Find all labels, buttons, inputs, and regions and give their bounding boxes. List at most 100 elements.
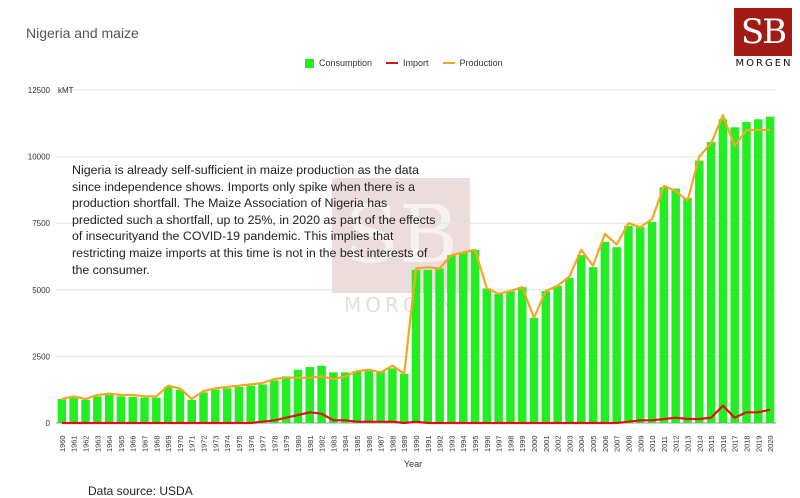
- bar-consumption: [612, 247, 621, 423]
- legend-label-import: Import: [403, 58, 429, 68]
- bar-consumption: [730, 127, 739, 424]
- bar-consumption: [152, 397, 161, 423]
- x-tick-label: 2015: [707, 436, 716, 452]
- bar-consumption: [576, 255, 586, 423]
- legend-item-consumption: Consumption: [305, 58, 372, 68]
- watermark-logo: SB MORGEN: [332, 178, 470, 317]
- bar-consumption: [600, 241, 610, 423]
- y-tick-label: 5000: [32, 286, 50, 295]
- bar-consumption: [388, 368, 397, 423]
- bar-consumption: [765, 116, 775, 423]
- annotation-text: Nigeria is already self-sufficient in ma…: [72, 163, 436, 277]
- x-tick-label: 1996: [483, 436, 492, 452]
- bar-consumption: [517, 287, 527, 423]
- x-tick-label: 2017: [731, 436, 740, 452]
- x-tick-label: 1992: [436, 436, 445, 452]
- bar-consumption: [671, 188, 680, 423]
- bar-consumption: [234, 387, 244, 423]
- bar-consumption: [329, 372, 338, 423]
- x-tick-label: 1965: [117, 436, 126, 452]
- bar-consumption: [258, 384, 267, 423]
- bar-consumption: [399, 373, 409, 423]
- x-tick-label: 1975: [235, 436, 244, 452]
- x-tick-label: 1969: [164, 436, 173, 452]
- bar-consumption: [140, 397, 149, 423]
- x-tick-label: 1971: [188, 436, 197, 452]
- legend-item-production: Production: [442, 58, 503, 68]
- x-tick-label: 1976: [247, 436, 256, 452]
- logo-mark: SB: [734, 8, 792, 56]
- x-tick-label: 2006: [601, 436, 610, 452]
- y-tick-label: 0: [46, 419, 51, 428]
- x-tick-label: 2002: [554, 436, 563, 452]
- bar-consumption: [317, 365, 326, 423]
- legend-swatch-production: [442, 62, 455, 64]
- x-tick-label: 2014: [695, 436, 704, 452]
- bar-consumption: [588, 267, 598, 423]
- x-tick-label: 1995: [471, 436, 480, 452]
- bar-consumption: [458, 252, 468, 423]
- bar-consumption: [340, 372, 350, 423]
- x-tick-label: 2013: [683, 436, 692, 452]
- x-tick-label: 1984: [341, 436, 350, 452]
- x-tick-label: 1998: [506, 436, 515, 452]
- bar-consumption: [624, 225, 633, 423]
- bar-consumption: [163, 387, 173, 423]
- x-tick-label: 1967: [141, 436, 150, 452]
- bar-consumption: [718, 119, 728, 423]
- bar-consumption: [69, 397, 78, 423]
- x-tick-label: 1970: [176, 436, 185, 452]
- x-tick-label: 1982: [318, 436, 327, 452]
- bar-consumption: [636, 227, 645, 423]
- bar-consumption: [187, 399, 196, 423]
- bar-consumption: [541, 291, 551, 423]
- bar-consumption: [246, 385, 256, 423]
- series-line-production: [61, 114, 771, 401]
- legend-label-production: Production: [459, 58, 503, 68]
- x-tick-label: 2019: [754, 436, 763, 452]
- watermark-mark: SB: [344, 188, 458, 281]
- x-tick-label: 1990: [412, 436, 421, 452]
- data-source: Data source: USDA: [88, 484, 193, 498]
- x-tick-label: 2016: [719, 436, 728, 452]
- x-tick-label: 1989: [400, 436, 409, 452]
- bar-consumption: [553, 285, 562, 423]
- bar-consumption: [175, 389, 185, 423]
- bar-consumption: [199, 392, 208, 423]
- x-tick-label: 1980: [294, 436, 303, 452]
- x-tick-label: 2004: [577, 436, 586, 452]
- bar-consumption: [423, 269, 433, 423]
- bar-consumption: [364, 371, 374, 423]
- x-tick-label: 2009: [636, 436, 645, 452]
- legend: Consumption Import Production: [305, 58, 503, 68]
- x-tick-label: 1988: [388, 436, 397, 452]
- x-tick-label: 1960: [58, 436, 67, 452]
- y-axis-label: kMT: [58, 86, 74, 95]
- x-tick-label: 1962: [82, 436, 91, 452]
- x-tick-label: 2018: [742, 436, 751, 452]
- x-tick-label: 1991: [424, 436, 433, 452]
- bar-consumption: [470, 249, 480, 423]
- x-tick-label: 1997: [495, 436, 504, 452]
- y-tick-label: 12500: [28, 86, 51, 95]
- x-tick-label: 1972: [200, 436, 209, 452]
- bar-consumption: [706, 141, 716, 423]
- bar-consumption: [270, 380, 279, 423]
- y-tick-label: 7500: [32, 219, 50, 228]
- x-tick-label: 1974: [223, 436, 232, 452]
- bar-consumption: [57, 399, 67, 423]
- x-tick-label: 1963: [93, 436, 102, 452]
- y-tick-label: 2500: [32, 352, 50, 361]
- x-tick-label: 1979: [282, 436, 291, 452]
- x-tick-label: 2000: [530, 436, 539, 452]
- bar-consumption: [281, 376, 291, 423]
- bar-consumption: [376, 371, 385, 423]
- x-tick-label: 2011: [660, 436, 669, 452]
- watermark-box: [332, 178, 470, 293]
- x-tick-label: 1961: [70, 436, 79, 452]
- x-tick-label: 1986: [365, 436, 374, 452]
- x-tick-label: 1999: [518, 436, 527, 452]
- x-tick-label: 2003: [565, 436, 574, 452]
- bar-consumption: [81, 399, 90, 423]
